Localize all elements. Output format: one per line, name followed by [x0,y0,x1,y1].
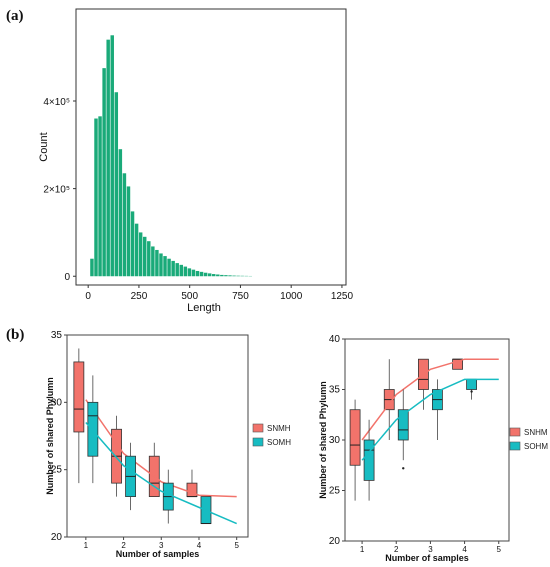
x-axis-label: Number of samples [116,549,200,559]
x-tick-label: 0 [85,291,91,302]
x-axis-label: Length [187,302,221,314]
x-tick-label: 500 [181,291,198,302]
histogram-bar [142,236,147,277]
x-tick-label: 2 [121,541,126,550]
histogram-bar [118,149,123,277]
x-tick-label: 3 [428,545,433,554]
y-tick-label: 25 [329,486,341,497]
outlier-point [470,390,473,393]
panel-label-b: (b) [6,327,25,343]
histogram-bar [199,271,204,277]
histogram-bar [236,275,240,277]
outlier-point [402,467,405,470]
x-tick-label: 1 [84,541,89,550]
x-tick-label: 2 [394,545,399,554]
histogram-bar [110,35,114,277]
y-tick-label: 0 [64,272,70,283]
y-tick-label: 25 [51,465,63,476]
histogram-bar [159,253,163,277]
y-axis-label: Number of shared Phylumn [45,377,55,495]
histogram-bar [191,269,196,277]
histogram-bar [102,68,106,277]
box-sohm [363,439,375,481]
x-tick-label: 1250 [331,291,354,302]
fit-curve-somh [85,422,237,525]
legend-label-somh: SOMH [267,438,291,447]
legend-swatch-snhm [509,427,521,437]
y-tick-label: 35 [51,330,63,341]
histogram-bar [224,275,228,277]
histogram-bar [220,274,224,277]
x-tick-label: 3 [159,541,164,550]
y-tick-label: 40 [329,334,341,345]
histogram-bar [187,268,192,277]
legend-swatch-somh [252,437,264,447]
x-axis-label: Number of samples [385,553,469,563]
histogram-bar [130,211,135,277]
box-somh [87,401,99,457]
x-tick-label: 250 [131,291,148,302]
histogram-bar [94,118,98,277]
histogram-bar [175,263,179,277]
histogram-bar [228,275,232,277]
y-axis-label: Number of shared Phylumn [318,381,328,499]
fit-curve-sohm [361,378,499,461]
histogram-bar [151,246,155,277]
y-tick-label: 20 [329,536,341,547]
legend-swatch-sohm [509,441,521,451]
histogram-bar [90,258,94,277]
histogram-bar [212,274,216,277]
x-tick-label: 750 [232,291,249,302]
x-tick-label: 5 [497,545,502,554]
histogram-bar [134,223,139,277]
histogram-bar [195,270,200,277]
y-tick-label: 20 [51,532,63,543]
y-tick-label: 35 [329,385,341,396]
histogram-bar [138,232,143,277]
fit-curve-snmh [85,399,237,498]
histogram-bar [179,264,183,277]
box-snhm [349,409,361,466]
box-sohm [466,378,477,390]
histogram-bar [98,116,102,277]
x-tick-label: 4 [462,545,467,554]
y-tick-label: 30 [329,435,341,446]
legend-swatch-snmh [252,423,264,433]
histogram-bar [155,249,159,277]
panel-label-a: (a) [6,8,24,24]
histogram-bar [106,39,110,277]
histogram-bar [163,256,167,277]
y-axis-label: Count [38,132,50,161]
histogram-bar [216,274,220,277]
legend-label-snhm: SNHM [524,428,548,437]
histogram-bar [183,266,188,277]
histogram-bar [207,273,212,277]
x-tick-label: 1000 [280,291,303,302]
histogram-bar [114,92,119,277]
legend-label-sohm: SOHM [524,442,548,451]
x-tick-label: 5 [234,541,239,550]
x-tick-label: 1 [360,545,365,554]
histogram-bar [232,275,236,277]
histogram-bar [126,186,131,277]
histogram-bar [122,173,127,277]
y-tick-label: 4×10⁵ [43,97,70,108]
y-tick-label: 30 [51,397,63,408]
histogram-bar [147,241,151,277]
box-sohm [397,409,409,441]
histogram-bar [171,260,175,277]
y-tick-label: 2×10⁵ [43,185,70,196]
legend-label-snmh: SNMH [267,424,291,433]
fit-curve-snhm [361,358,499,441]
histogram-bar [203,272,208,277]
x-tick-label: 4 [197,541,202,550]
box-snmh [73,361,85,433]
histogram-bar [167,258,171,277]
